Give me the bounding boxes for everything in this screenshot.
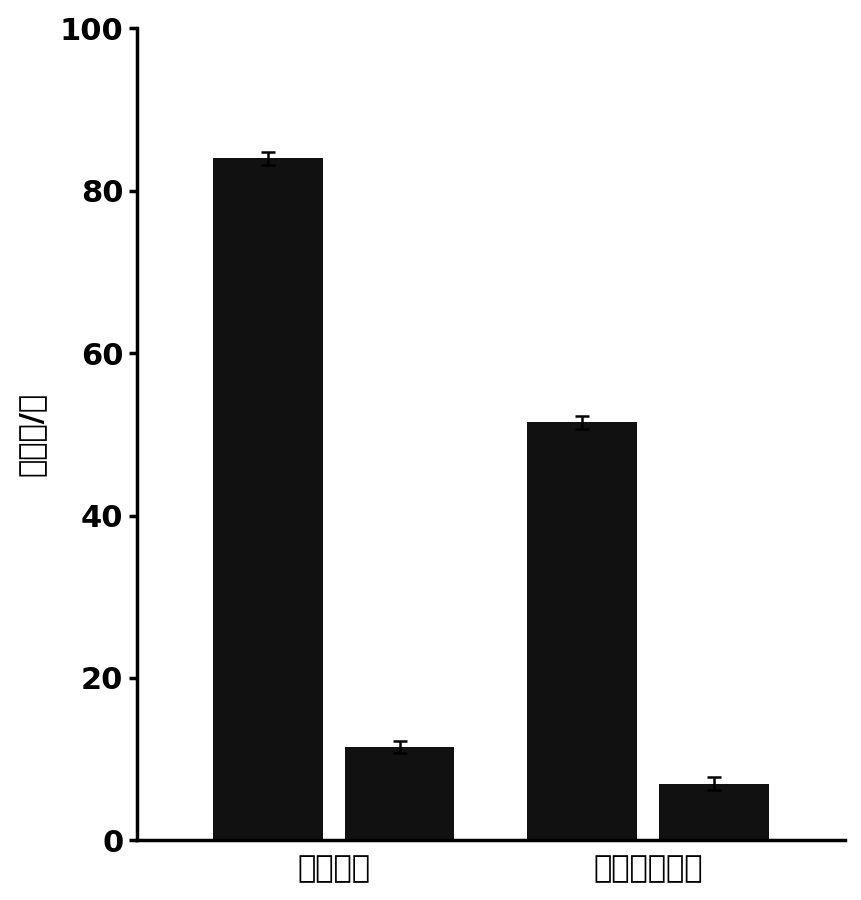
Bar	[658, 784, 768, 841]
Y-axis label: 接触角/度: 接触角/度	[16, 392, 46, 476]
Bar	[213, 158, 323, 841]
Bar	[344, 747, 454, 841]
Bar	[527, 422, 636, 841]
